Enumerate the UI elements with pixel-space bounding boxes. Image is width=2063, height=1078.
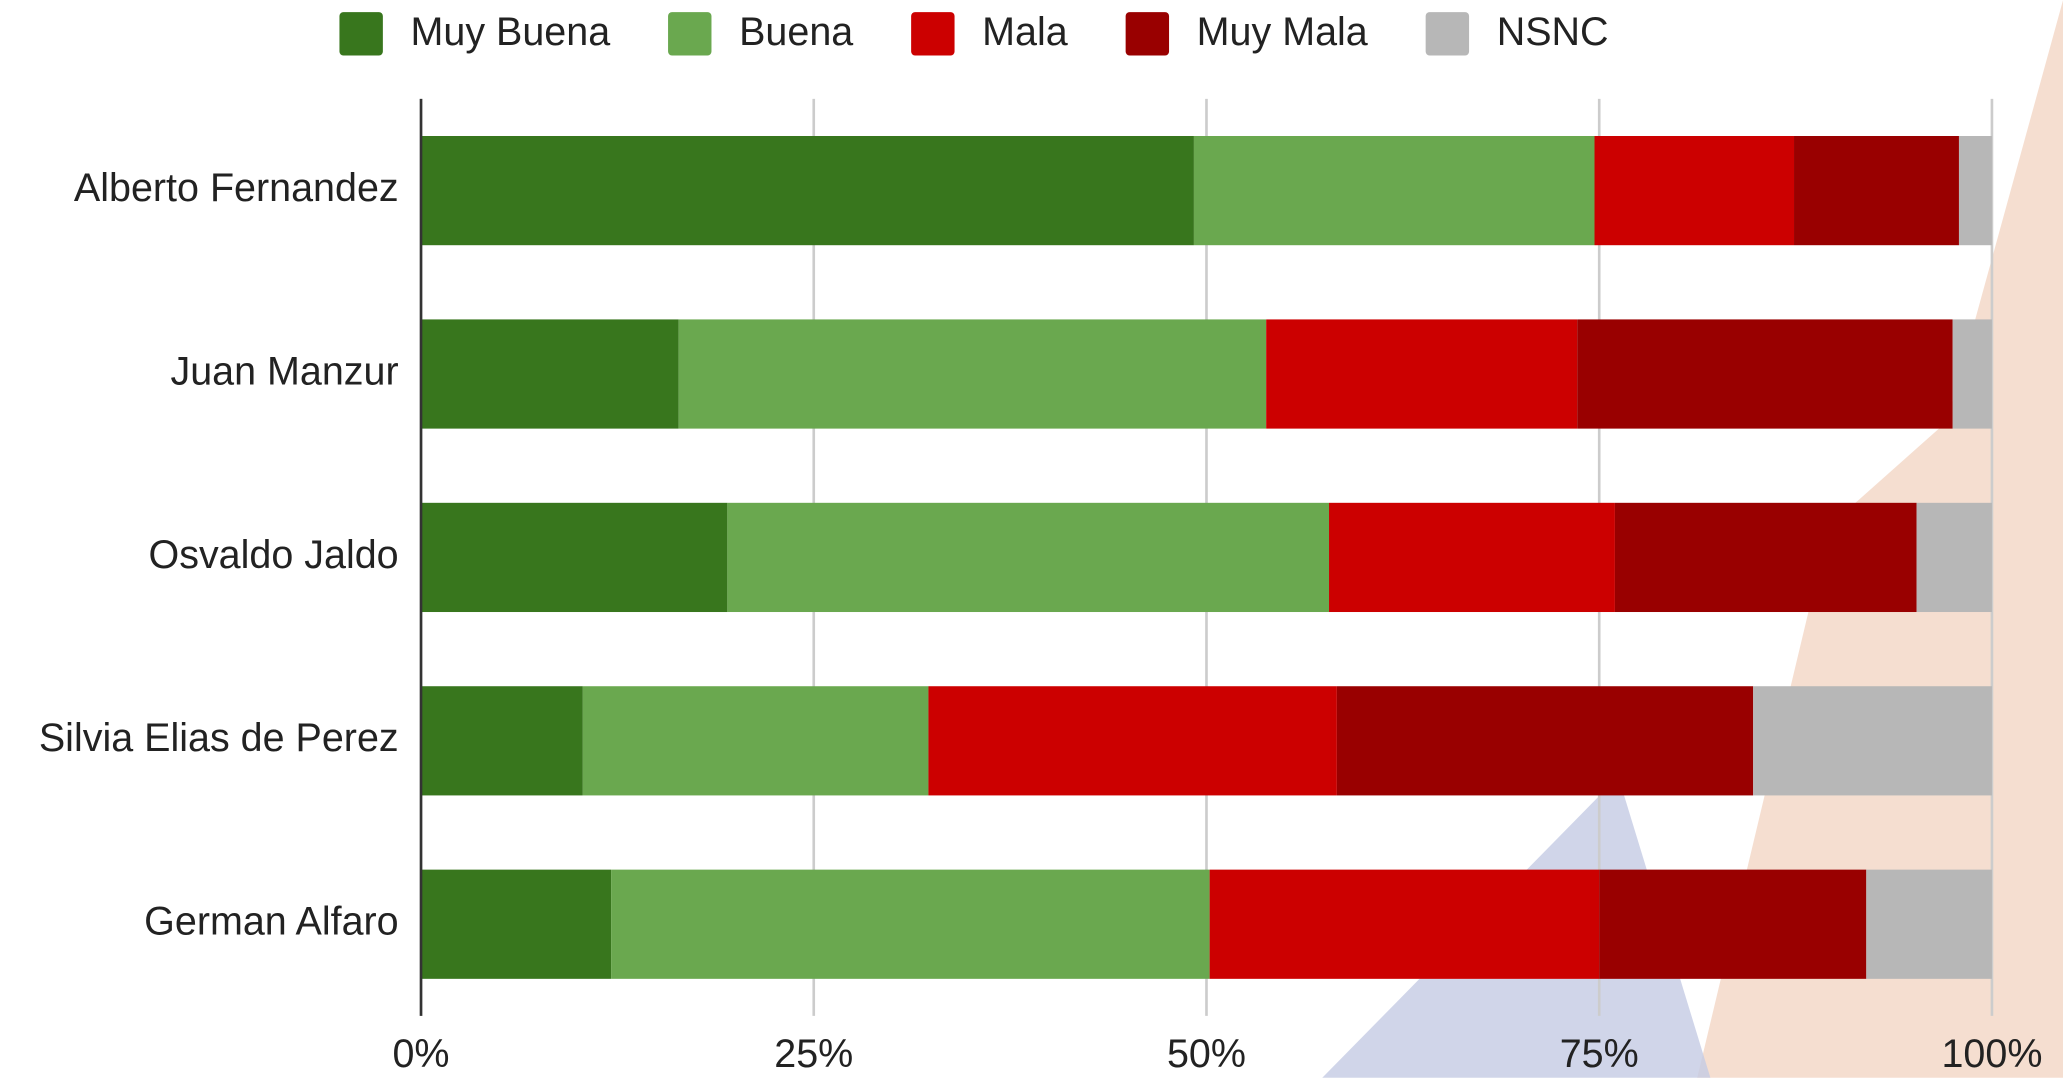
bar-segment — [1337, 686, 1753, 795]
x-tick-label: 75% — [1560, 1032, 1639, 1076]
bar-segment — [1794, 136, 1959, 245]
legend-swatch — [668, 12, 711, 55]
legend-swatch — [911, 12, 954, 55]
bar-segment — [421, 870, 611, 979]
legend-label: Mala — [982, 10, 1068, 54]
legend-swatch — [339, 12, 382, 55]
bar-segment — [727, 503, 1329, 612]
chart: 0% 25% 50% 75% 100% Alberto Fernandez Juan Man… — [0, 0, 2063, 1078]
bar-segment — [928, 686, 1336, 795]
legend-label: Muy Mala — [1197, 10, 1368, 54]
bar-segment — [421, 136, 1194, 245]
bar-segment — [1615, 503, 1917, 612]
y-tick-label: German Alfaro — [144, 900, 398, 944]
bar-segment — [1595, 136, 1795, 245]
x-tick-label: 0% — [392, 1032, 449, 1076]
y-tick-label: Osvaldo Jaldo — [149, 533, 399, 577]
x-tick-label: 100% — [1941, 1032, 2042, 1076]
legend-label: Muy Buena — [410, 10, 610, 54]
bar-segment — [1959, 136, 1992, 245]
x-tick-label: 50% — [1167, 1032, 1246, 1076]
bar-segment — [1266, 319, 1577, 428]
bar-segment — [679, 319, 1267, 428]
bar-segment — [421, 319, 679, 428]
bar-segment — [421, 503, 727, 612]
bar-segment — [611, 870, 1210, 979]
bar-segment — [421, 686, 583, 795]
bar-segment — [1577, 319, 1952, 428]
legend-label: Buena — [739, 10, 853, 54]
bar-segment — [1194, 136, 1595, 245]
y-tick-label: Juan Manzur — [170, 349, 398, 393]
y-tick-label: Alberto Fernandez — [74, 166, 399, 210]
legend-swatch — [1126, 12, 1169, 55]
legend: Muy Buena Buena Mala Muy Mala NSNC — [339, 10, 1608, 56]
bar-segment — [1329, 503, 1615, 612]
bar-segment — [1953, 319, 1992, 428]
bar-segment — [1866, 870, 1992, 979]
bar-segment — [583, 686, 929, 795]
bar-segment — [1753, 686, 1992, 795]
legend-label: NSNC — [1497, 10, 1609, 54]
bar-segment — [1210, 870, 1600, 979]
bar-segment — [1917, 503, 1992, 612]
x-tick-label: 25% — [774, 1032, 853, 1076]
page: {"chart_data": {"type": "stacked-bar-hor… — [0, 0, 2063, 1078]
legend-swatch — [1426, 12, 1469, 55]
bar-segment — [1599, 870, 1866, 979]
y-tick-label: Silvia Elias de Perez — [39, 716, 399, 760]
